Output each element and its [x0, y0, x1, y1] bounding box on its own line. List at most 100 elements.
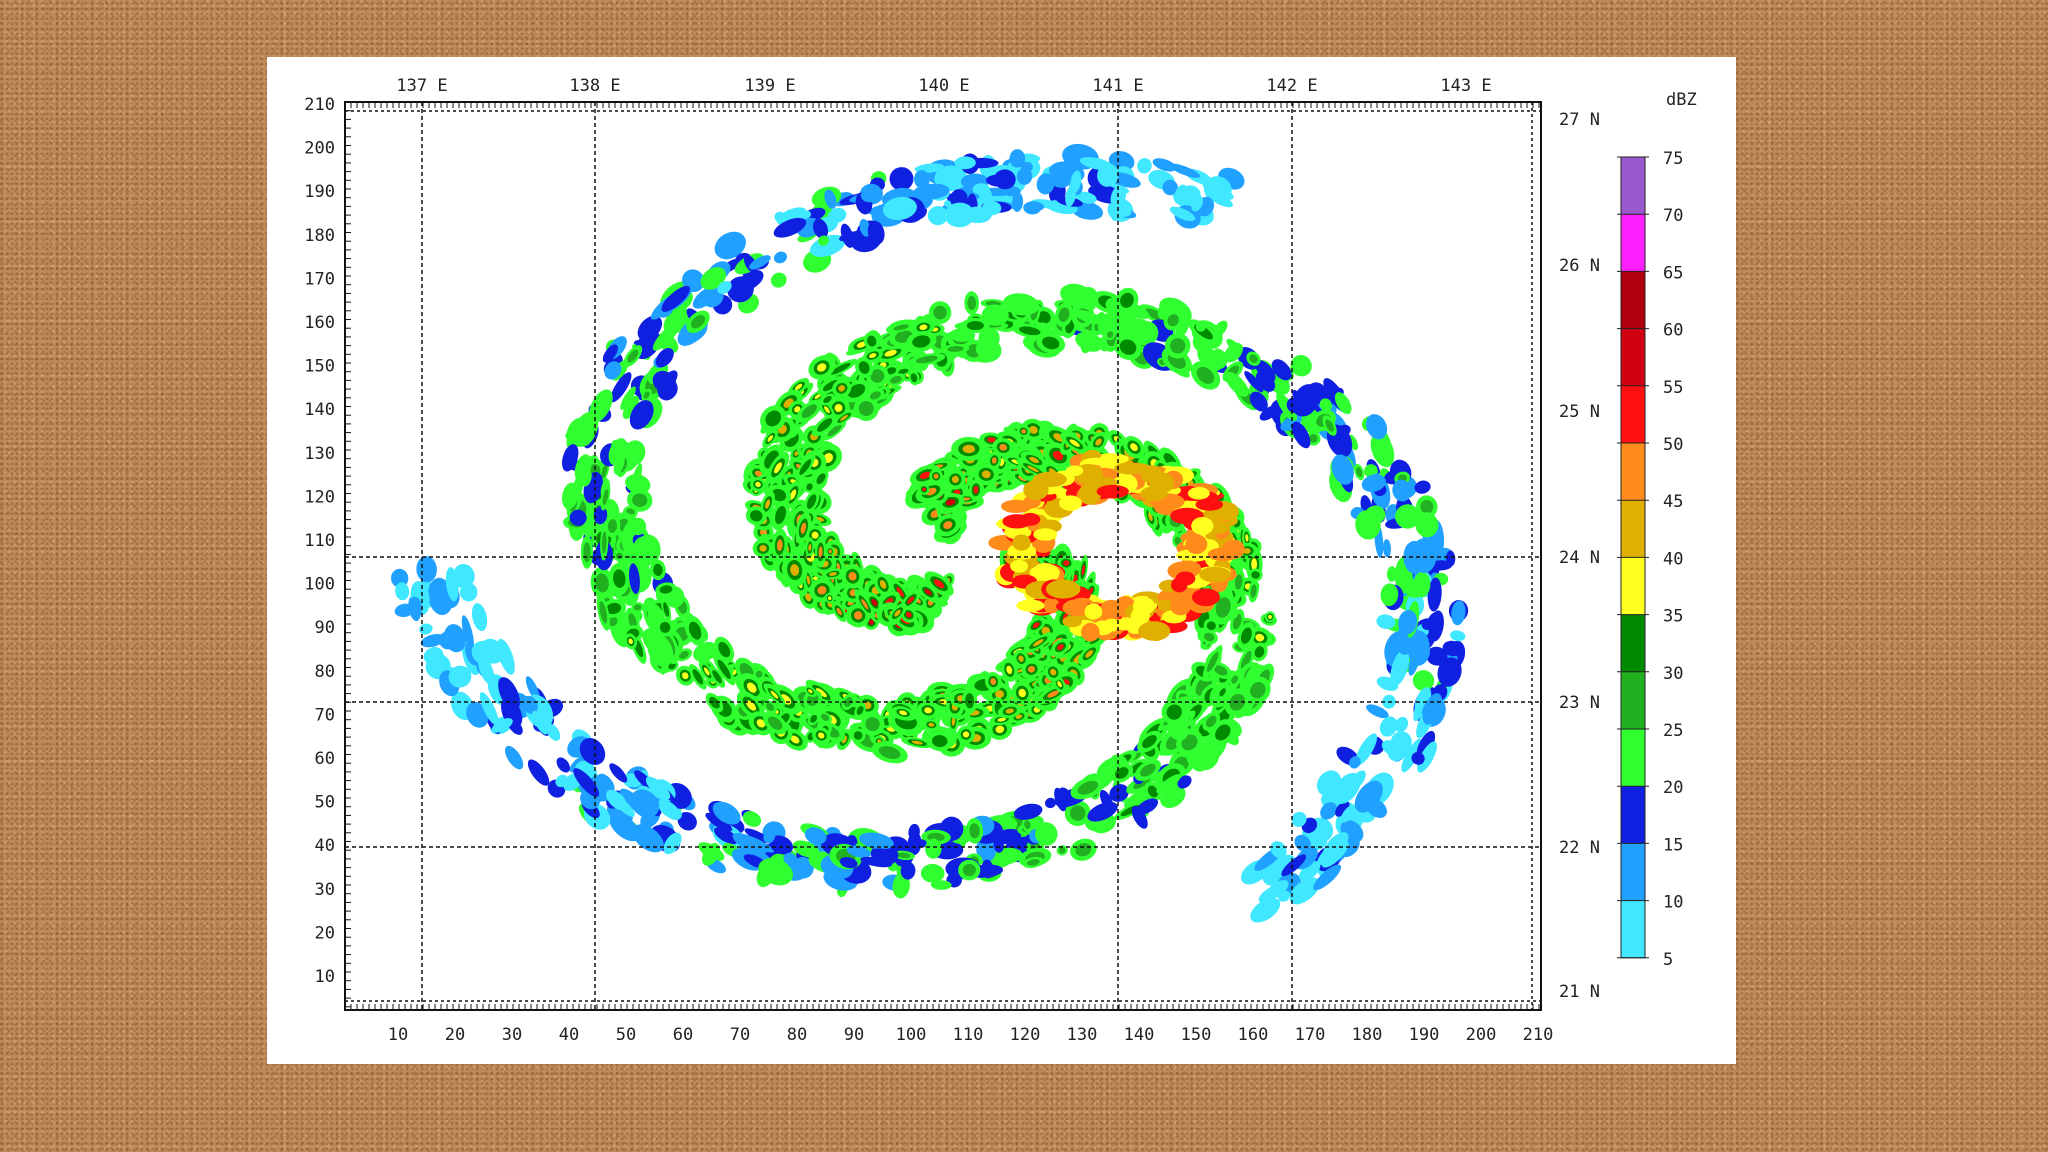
echo-core: [811, 531, 819, 539]
echo-core: [915, 355, 938, 364]
echo-cell: [1450, 630, 1466, 642]
left-axis-label: 110: [304, 531, 335, 551]
echo-cell: [1428, 610, 1444, 642]
echo-core: [836, 607, 842, 616]
echo-cell: [1152, 158, 1177, 172]
echo-core: [858, 401, 874, 417]
colorbar-label: 10: [1663, 893, 1683, 913]
colorbar-label: 50: [1663, 435, 1683, 455]
bottom-axis-label: 170: [1295, 1025, 1326, 1045]
echo-cell: [1401, 738, 1423, 773]
echo-core: [1006, 665, 1013, 675]
top-longitude-label: 139 E: [744, 76, 795, 96]
eyewall-cell: [1199, 566, 1231, 583]
echo-core: [838, 385, 846, 392]
echo-cell: [628, 563, 640, 595]
echo-core: [775, 505, 787, 525]
echo-cell: [1131, 805, 1148, 829]
echo-core: [794, 383, 803, 391]
echo-core: [907, 596, 915, 604]
echo-cell: [546, 723, 561, 741]
echo-cell: [882, 196, 917, 221]
echo-cell: [783, 852, 797, 865]
echo-cell: [1430, 560, 1452, 571]
echo-cell: [1036, 173, 1055, 195]
echo-core: [814, 393, 821, 400]
echo-cell: [1035, 822, 1058, 846]
echo-cell: [1416, 730, 1436, 760]
echo-core: [749, 510, 763, 522]
echo-core: [991, 457, 997, 464]
echo-cell: [479, 692, 499, 726]
echo-core: [595, 573, 609, 593]
echo-cell: [1299, 861, 1321, 881]
colorbar-swatch: [1621, 328, 1645, 387]
colorbar-label: 75: [1663, 149, 1683, 169]
echo-core: [924, 707, 932, 714]
eyewall-cell: [1043, 597, 1060, 614]
echo-core: [1058, 307, 1070, 323]
echo-cell: [798, 210, 811, 221]
echo-core: [774, 462, 782, 474]
echo-core: [1245, 534, 1249, 542]
echo-cell: [652, 322, 681, 351]
echo-core: [681, 672, 689, 680]
echo-core: [990, 678, 997, 685]
echo-core: [951, 717, 956, 726]
eyewall-cell: [1132, 597, 1156, 615]
echo-cell: [1109, 784, 1129, 802]
left-axis-label: 40: [315, 836, 335, 856]
colorbar-swatch: [1621, 214, 1645, 272]
echo-cell: [1331, 454, 1354, 485]
top-longitude-label: 137 E: [396, 76, 447, 96]
echo-cell: [1289, 877, 1320, 905]
echo-cell: [1414, 480, 1431, 494]
echo-core: [663, 602, 670, 617]
echo-core: [861, 598, 869, 610]
bottom-axis-label: 90: [844, 1025, 864, 1045]
echo-core: [966, 321, 984, 331]
eyewall-cell: [1033, 528, 1058, 541]
left-axis-label: 100: [304, 575, 335, 595]
echo-cell: [1016, 167, 1033, 185]
eyewall-cell: [1114, 618, 1138, 631]
echo-cell: [1335, 800, 1350, 817]
echo-cell: [1214, 348, 1228, 361]
echo-core: [1085, 650, 1094, 658]
echo-cell: [763, 829, 776, 844]
echo-core: [815, 688, 827, 698]
radar-panel: 137 E 138 E 139 E 140 E 141 E 142 E 143 E 27 N 2…: [267, 57, 1736, 1064]
echo-cell: [409, 596, 423, 618]
echo-cell: [1365, 414, 1388, 440]
echo-cell: [860, 186, 883, 203]
echo-cell: [714, 827, 738, 845]
echo-core: [1196, 366, 1215, 384]
eyewall-cell: [1113, 462, 1146, 475]
echo-cell: [452, 564, 475, 589]
echo-core: [933, 579, 945, 589]
echo-core: [995, 725, 1005, 734]
echo-cell: [1160, 785, 1186, 808]
echo-cell: [1168, 714, 1190, 736]
echo-core: [583, 542, 591, 563]
echo-cell: [1312, 835, 1328, 850]
echo-cell: [610, 372, 632, 403]
bottom-axis-label: 30: [502, 1025, 522, 1045]
echo-cell: [1044, 797, 1057, 809]
eyewall-cell: [1016, 599, 1045, 612]
echo-core: [765, 499, 771, 509]
bottom-axis-label: 60: [673, 1025, 693, 1045]
echo-cell: [604, 361, 622, 380]
echo-cell: [1387, 566, 1397, 582]
echo-core: [871, 598, 878, 607]
echo-core: [806, 483, 813, 491]
colorbar-label: 45: [1663, 492, 1683, 512]
echo-core: [1240, 650, 1252, 671]
echo-core: [1234, 574, 1243, 590]
echo-cell: [1350, 770, 1366, 789]
bottom-axis-label: 130: [1067, 1025, 1098, 1045]
echo-cell: [1070, 170, 1082, 194]
echo-core: [805, 593, 812, 602]
echo-core: [947, 345, 964, 352]
echo-core: [834, 404, 843, 412]
